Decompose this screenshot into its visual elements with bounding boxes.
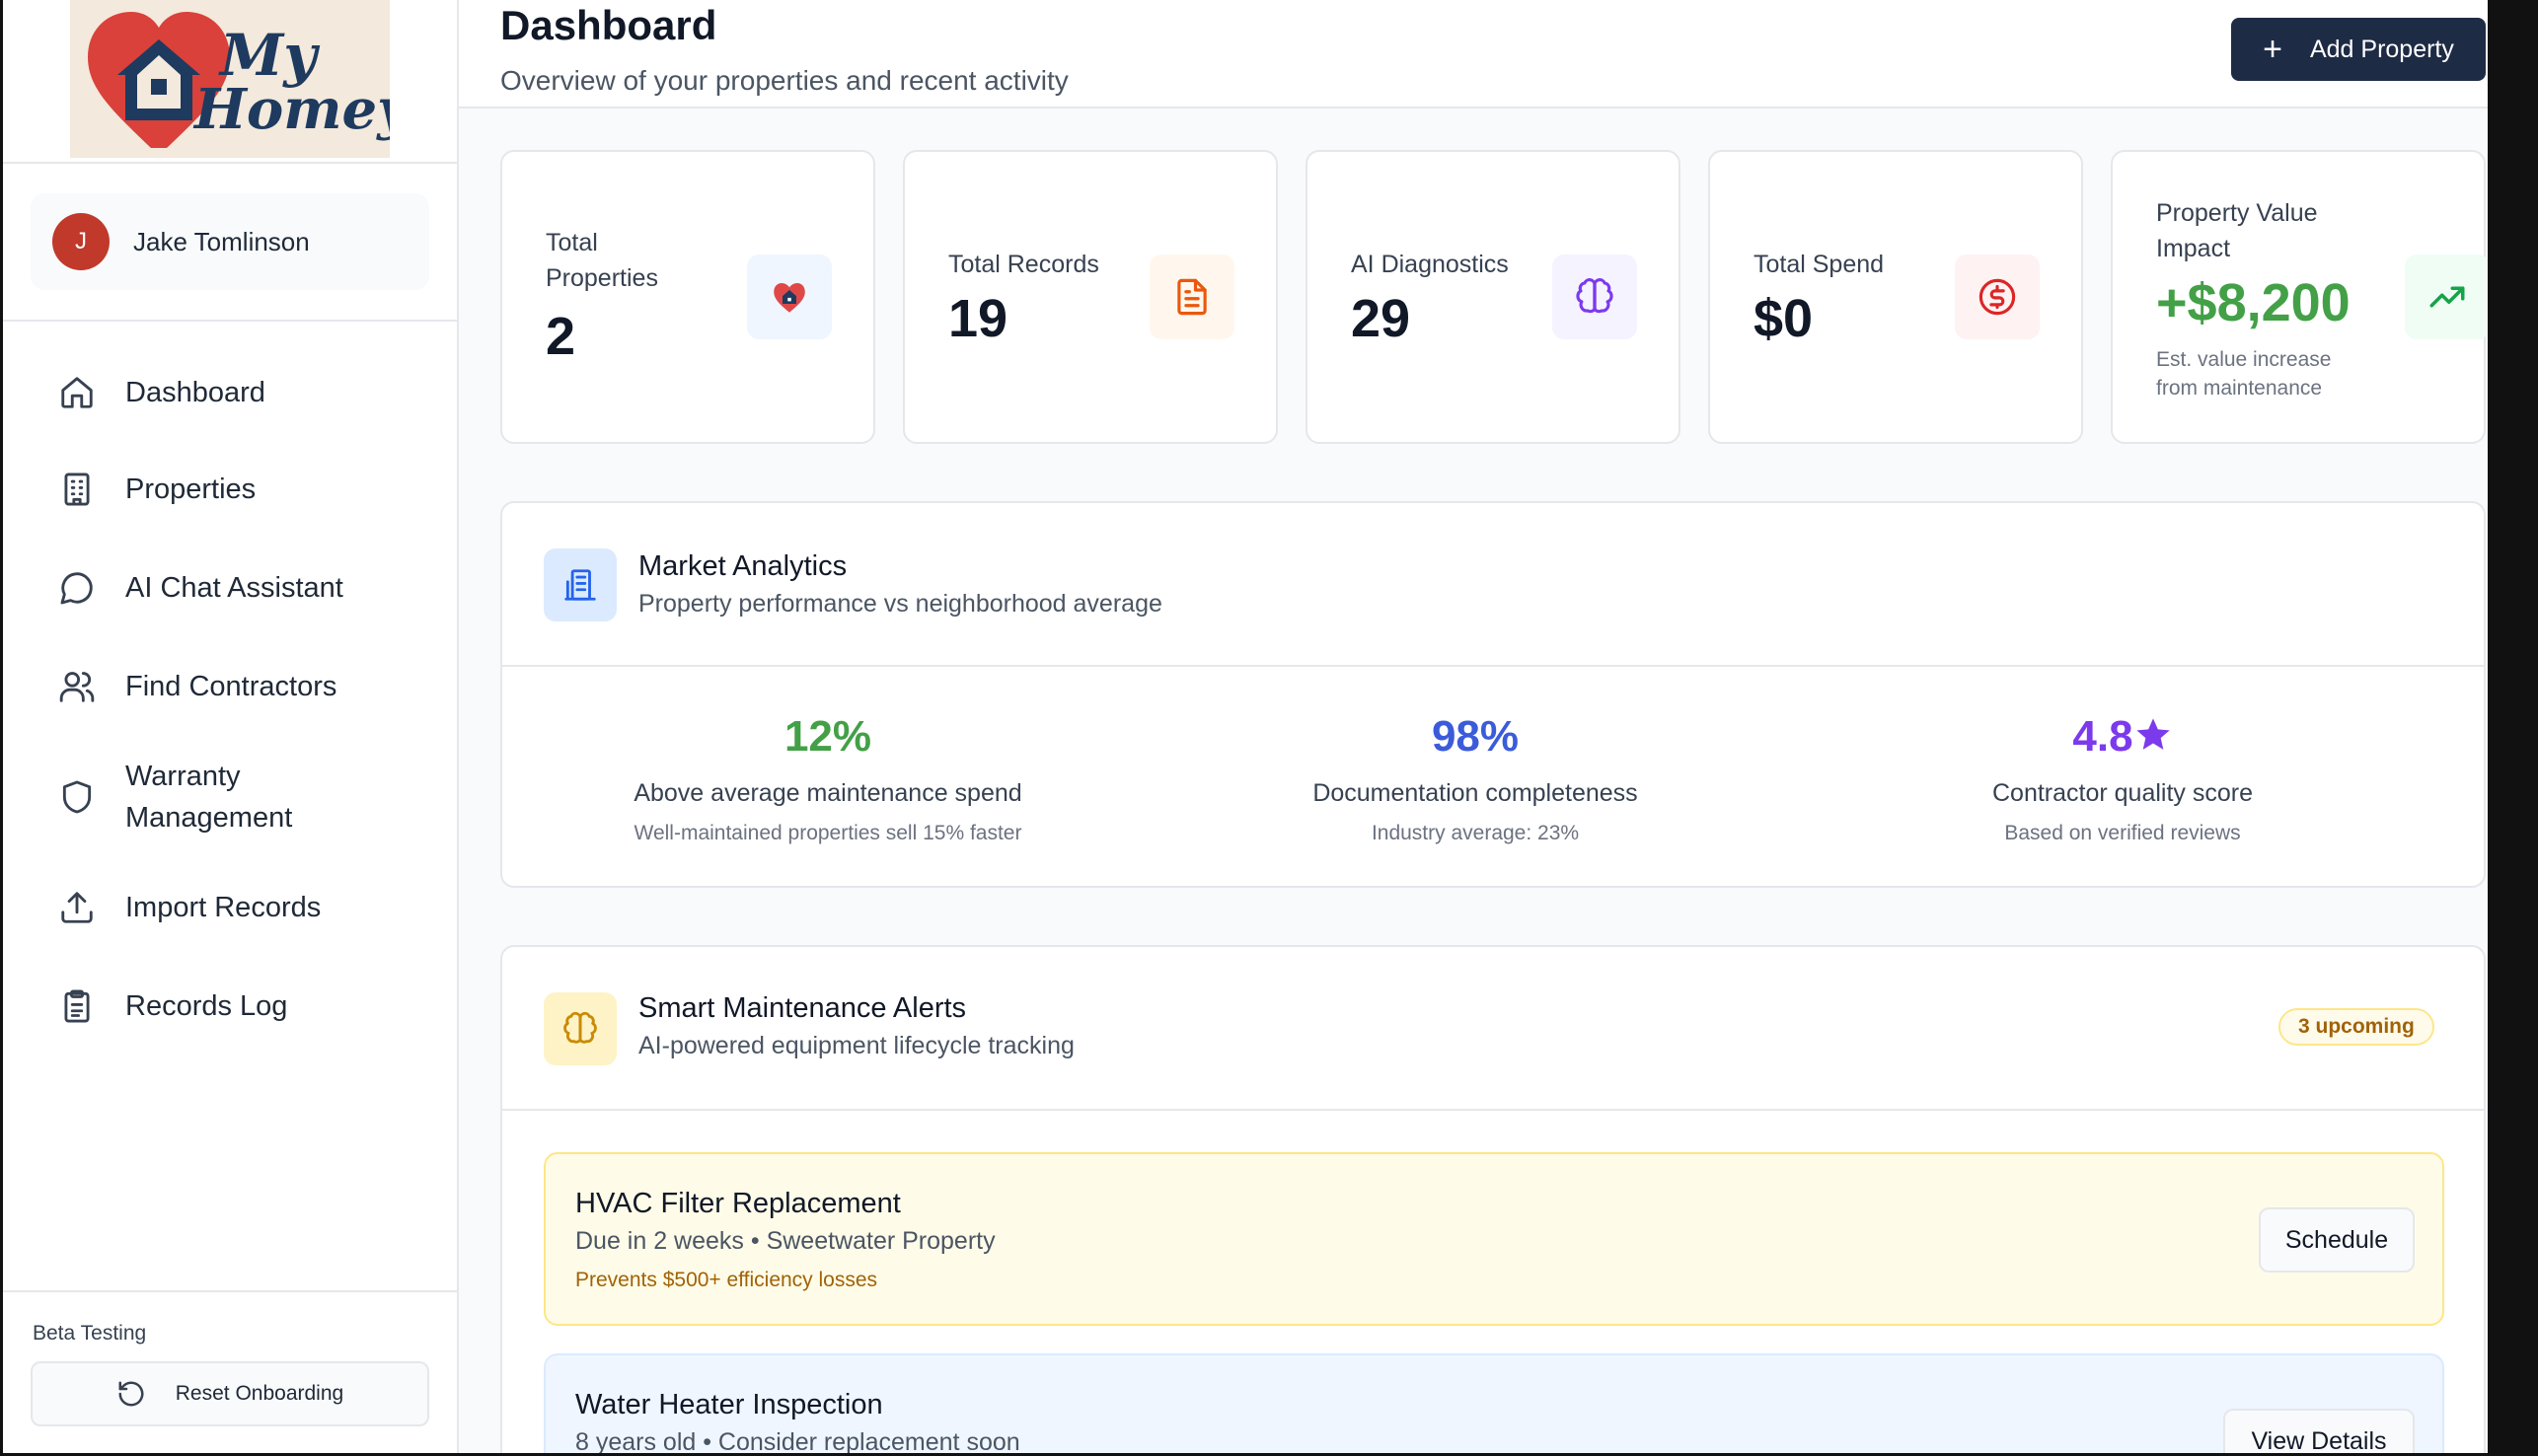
analytics-building-icon	[544, 548, 617, 621]
reset-onboarding-button[interactable]: Reset Onboarding	[31, 1361, 429, 1426]
sidebar-item-import[interactable]: Import Records	[31, 858, 429, 957]
stat-card-property-value-impact: Property Value Impact +$8,200 Est. value…	[2111, 150, 2490, 444]
user-card[interactable]: J Jake Tomlinson	[31, 193, 429, 290]
plus-icon: +	[2263, 31, 2282, 68]
shield-icon	[58, 778, 96, 816]
stat-card-ai-diagnostics: AI Diagnostics 29	[1306, 150, 1680, 444]
stat-note: Est. value increase from maintenance	[2156, 348, 2332, 400]
maintenance-alerts-panel: Smart Maintenance Alerts AI-powered equi…	[500, 945, 2486, 1456]
stat-card-total-spend: Total Spend $0	[1708, 150, 2083, 444]
stat-value: 2	[546, 307, 576, 366]
alert-water-heater: Water Heater Inspection 8 years old • Co…	[544, 1353, 2444, 1456]
brain-icon	[544, 992, 617, 1065]
sidebar-item-ai-chat[interactable]: AI Chat Assistant	[31, 539, 429, 637]
metric-value: 4.8	[1846, 712, 2399, 767]
metric-value: 12%	[784, 712, 872, 761]
sidebar-item-label: AI Chat Assistant	[125, 571, 343, 604]
home-icon	[58, 374, 96, 411]
metric-label: Contractor quality score	[1991, 779, 2253, 807]
brain-icon	[1552, 255, 1637, 339]
stat-card-total-properties: Total Properties 2	[500, 150, 875, 444]
schedule-button[interactable]: Schedule	[2259, 1207, 2415, 1273]
clipboard-icon	[58, 987, 96, 1025]
add-property-button[interactable]: + Add Property	[2231, 18, 2486, 81]
divider	[3, 1290, 459, 1292]
sidebar-item-warranty[interactable]: Warranty Management	[31, 736, 429, 858]
metric-maintenance-spend: 12% Above average maintenance spend Well…	[552, 712, 1104, 845]
alert-subtitle: Due in 2 weeks • Sweetwater Property	[575, 1227, 996, 1255]
page-subtitle: Overview of your properties and recent a…	[500, 65, 1069, 96]
sidebar-item-label: Warranty Management	[125, 761, 293, 834]
sidebar-item-label: Find Contractors	[125, 670, 337, 702]
alert-subtitle: 8 years old • Consider replacement soon	[575, 1428, 1020, 1456]
stat-label: Property Value Impact	[2156, 199, 2318, 262]
window-edge	[2488, 0, 2535, 1453]
stat-card-total-records: Total Records 19	[903, 150, 1278, 444]
reset-onboarding-label: Reset Onboarding	[175, 1382, 344, 1405]
beta-label: Beta Testing	[33, 1322, 147, 1345]
page-title: Dashboard	[500, 2, 717, 48]
stat-label: AI Diagnostics	[1351, 251, 1509, 278]
divider	[502, 665, 2484, 667]
divider	[3, 320, 459, 322]
sidebar-nav: Dashboard Properties AI Chat Assistant F…	[31, 345, 429, 1056]
sidebar-item-label: Import Records	[125, 891, 322, 923]
chat-icon	[58, 569, 96, 607]
svg-text:My: My	[218, 22, 321, 89]
metric-note: Industry average: 23%	[1371, 822, 1580, 844]
trending-up-icon	[2405, 255, 2490, 339]
sidebar: My Homey J Jake Tomlinson Dashboard Prop…	[3, 0, 459, 1453]
alert-note: Prevents $500+ efficiency losses	[575, 1269, 878, 1291]
metric-value: 98%	[1431, 712, 1520, 761]
market-analytics-panel: Market Analytics Property performance vs…	[500, 501, 2486, 888]
metric-documentation: 98% Documentation completeness Industry …	[1199, 712, 1752, 845]
metric-note: Based on verified reviews	[2004, 822, 2241, 844]
user-name: Jake Tomlinson	[133, 226, 310, 256]
upcoming-badge: 3 upcoming	[2278, 1008, 2434, 1046]
stat-value: 29	[1351, 289, 1411, 348]
view-details-button[interactable]: View Details	[2223, 1409, 2415, 1453]
stat-value: $0	[1754, 289, 1814, 348]
stat-label: Total Properties	[546, 229, 658, 292]
metric-contractor-quality: 4.8 Contractor quality score Based on ve…	[1846, 712, 2399, 845]
alert-hvac-filter: HVAC Filter Replacement Due in 2 weeks •…	[544, 1152, 2444, 1326]
alert-title: Water Heater Inspection	[575, 1389, 883, 1420]
sidebar-item-label: Dashboard	[125, 376, 265, 408]
panel-subtitle: AI-powered equipment lifecycle tracking	[638, 1032, 1075, 1059]
sidebar-item-properties[interactable]: Properties	[31, 440, 429, 539]
dollar-icon	[1955, 255, 2040, 339]
users-icon	[58, 668, 96, 705]
panel-title: Smart Maintenance Alerts	[638, 992, 967, 1024]
sidebar-item-label: Records Log	[125, 989, 288, 1022]
stat-label: Total Spend	[1754, 251, 1885, 278]
divider	[502, 1109, 2484, 1111]
logo-heart-home-icon: My Homey	[88, 12, 390, 148]
building-icon	[58, 471, 96, 508]
document-icon	[1150, 255, 1234, 339]
sidebar-item-label: Properties	[125, 473, 257, 505]
stat-value: 19	[948, 289, 1008, 348]
sidebar-item-contractors[interactable]: Find Contractors	[31, 637, 429, 736]
heart-home-icon	[747, 255, 832, 339]
metric-label: Above average maintenance spend	[634, 779, 1022, 807]
reset-icon	[118, 1381, 144, 1407]
divider	[3, 162, 459, 164]
panel-title: Market Analytics	[638, 550, 848, 582]
metric-label: Documentation completeness	[1312, 779, 1638, 807]
star-icon	[2135, 718, 2170, 750]
logo[interactable]: My Homey	[70, 0, 390, 158]
upload-icon	[58, 889, 96, 926]
sidebar-item-dashboard[interactable]: Dashboard	[31, 345, 429, 440]
add-property-label: Add Property	[2309, 35, 2454, 63]
alert-title: HVAC Filter Replacement	[575, 1188, 901, 1219]
svg-text:Homey: Homey	[192, 77, 390, 142]
metric-note: Well-maintained properties sell 15% fast…	[634, 822, 1022, 844]
page-header: Dashboard Overview of your properties an…	[459, 0, 2494, 109]
panel-subtitle: Property performance vs neighborhood ave…	[638, 590, 1162, 618]
sidebar-item-records-log[interactable]: Records Log	[31, 957, 429, 1056]
stat-value: +$8,200	[2156, 273, 2351, 332]
stat-label: Total Records	[948, 251, 1099, 278]
avatar: J	[52, 213, 110, 270]
